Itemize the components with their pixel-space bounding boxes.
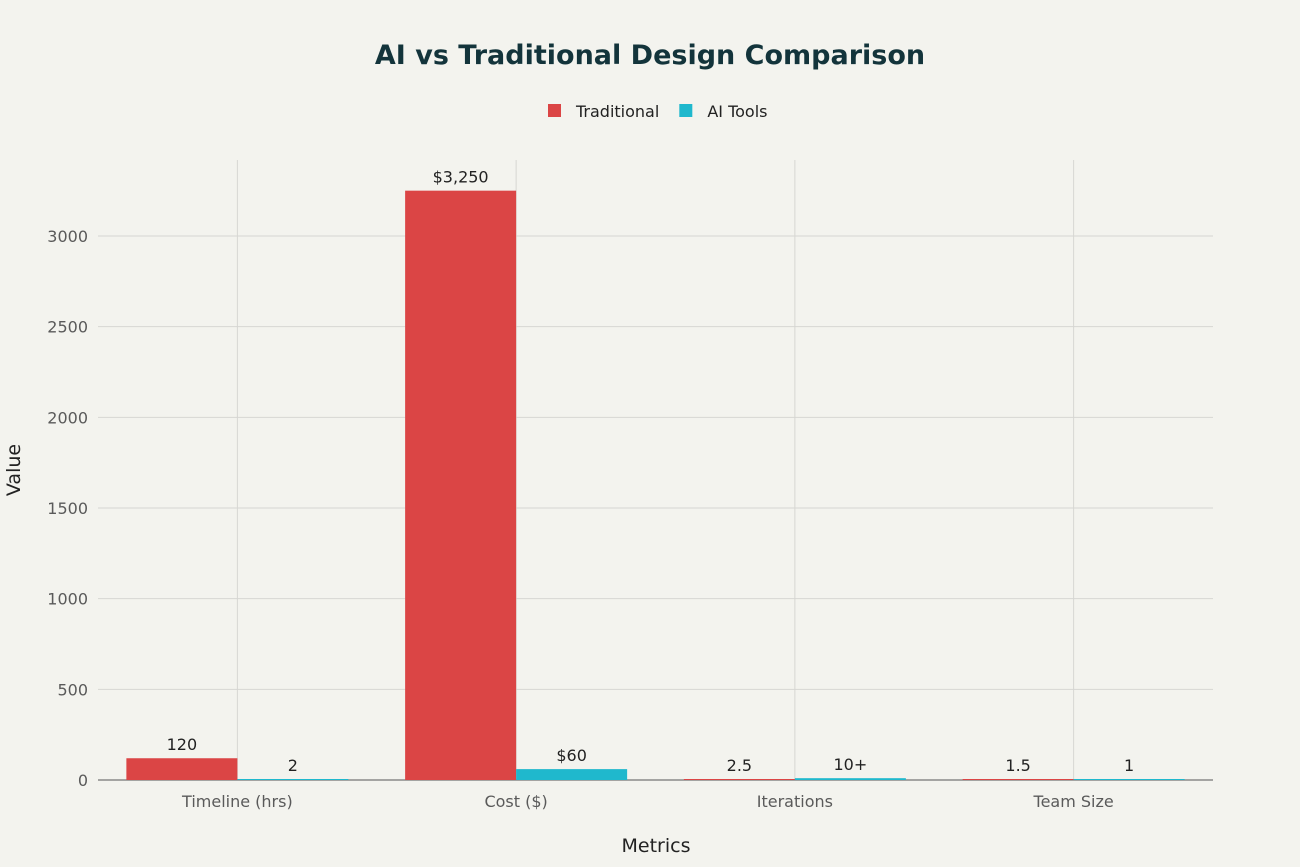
x-tick-label: Iterations <box>757 792 833 811</box>
y-tick-label: 0 <box>78 771 88 790</box>
bar-traditional <box>126 758 238 780</box>
data-label: 10+ <box>833 755 867 774</box>
chart-title: AI vs Traditional Design Comparison <box>375 40 925 71</box>
legend-item: Traditional <box>575 102 659 121</box>
y-tick-label: 2500 <box>47 318 88 337</box>
x-tick-label: Cost ($) <box>484 792 547 811</box>
bar-traditional <box>683 779 795 780</box>
data-label: $3,250 <box>433 168 489 187</box>
x-tick-label: Team Size <box>1033 792 1114 811</box>
y-axis-label: Value <box>3 444 25 496</box>
legend-swatch <box>679 104 693 117</box>
bars: 120 2 $3,250 $60 2.5 10+ 1.5 1 <box>126 168 1185 780</box>
data-label: 2.5 <box>727 756 752 775</box>
x-axis-label: Metrics <box>622 835 691 857</box>
legend: Traditional AI Tools <box>548 102 767 121</box>
x-tick-label: Timeline (hrs) <box>181 792 293 811</box>
bar-traditional <box>405 190 517 780</box>
data-label: 1.5 <box>1005 756 1030 775</box>
data-label: 2 <box>288 756 298 775</box>
bar-traditional <box>962 779 1074 780</box>
bar-ai-tools <box>794 778 906 780</box>
y-tick-label: 1500 <box>47 499 88 518</box>
y-tick-label: 2000 <box>47 408 88 427</box>
legend-swatch <box>548 104 561 117</box>
data-label: $60 <box>556 746 587 765</box>
y-tick-label: 500 <box>57 680 88 699</box>
data-label: 1 <box>1124 756 1134 775</box>
bar-ai-tools <box>237 779 349 780</box>
data-label: 120 <box>167 735 198 754</box>
y-tick-label: 3000 <box>47 227 88 246</box>
grid: 0 500 1000 1500 2000 2500 3000 Timeline (hrs) Co… <box>47 160 1213 811</box>
bar-ai-tools <box>516 769 628 780</box>
y-tick-label: 1000 <box>47 590 88 609</box>
legend-item: AI Tools <box>707 102 767 121</box>
bar-ai-tools <box>1073 779 1185 780</box>
